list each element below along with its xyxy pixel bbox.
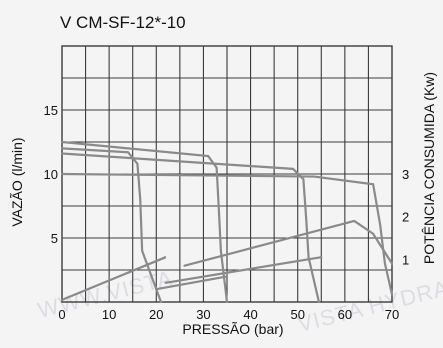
- power-curve-1: [60, 256, 167, 301]
- chart-title: V CM-SF-12*-10: [60, 13, 186, 32]
- power-curve-3: [164, 256, 323, 284]
- x-tick-label: 70: [385, 307, 399, 322]
- y-tick-label: 5: [51, 231, 58, 246]
- flow-curve-1: [60, 147, 163, 304]
- power-curve-2: [155, 275, 229, 291]
- x-tick-label: 10: [102, 307, 116, 322]
- flow-curve-3: [60, 152, 321, 304]
- x-axis-label: PRESSÃO (bar): [182, 321, 283, 337]
- y2-tick-label: 1: [402, 252, 409, 267]
- flow-curve-2: [60, 140, 229, 304]
- power-curve-4: [183, 219, 394, 267]
- y-axis-label: VAZÃO (l/min): [9, 137, 25, 226]
- x-tick-label: 30: [196, 307, 210, 322]
- x-tick-label: 40: [243, 307, 257, 322]
- x-tick-label: 60: [338, 307, 352, 322]
- x-tick-label: 0: [58, 307, 65, 322]
- y2-tick-label: 3: [402, 167, 409, 182]
- y-tick-label: 10: [44, 167, 58, 182]
- y-tick-label: 15: [44, 103, 58, 118]
- flow-curve-4: [60, 172, 394, 296]
- x-tick-label: 20: [149, 307, 163, 322]
- y2-tick-label: 2: [402, 210, 409, 225]
- x-tick-label: 50: [290, 307, 304, 322]
- y2-axis-label: POTÊNCIA CONSUMIDA (Kw): [421, 72, 437, 264]
